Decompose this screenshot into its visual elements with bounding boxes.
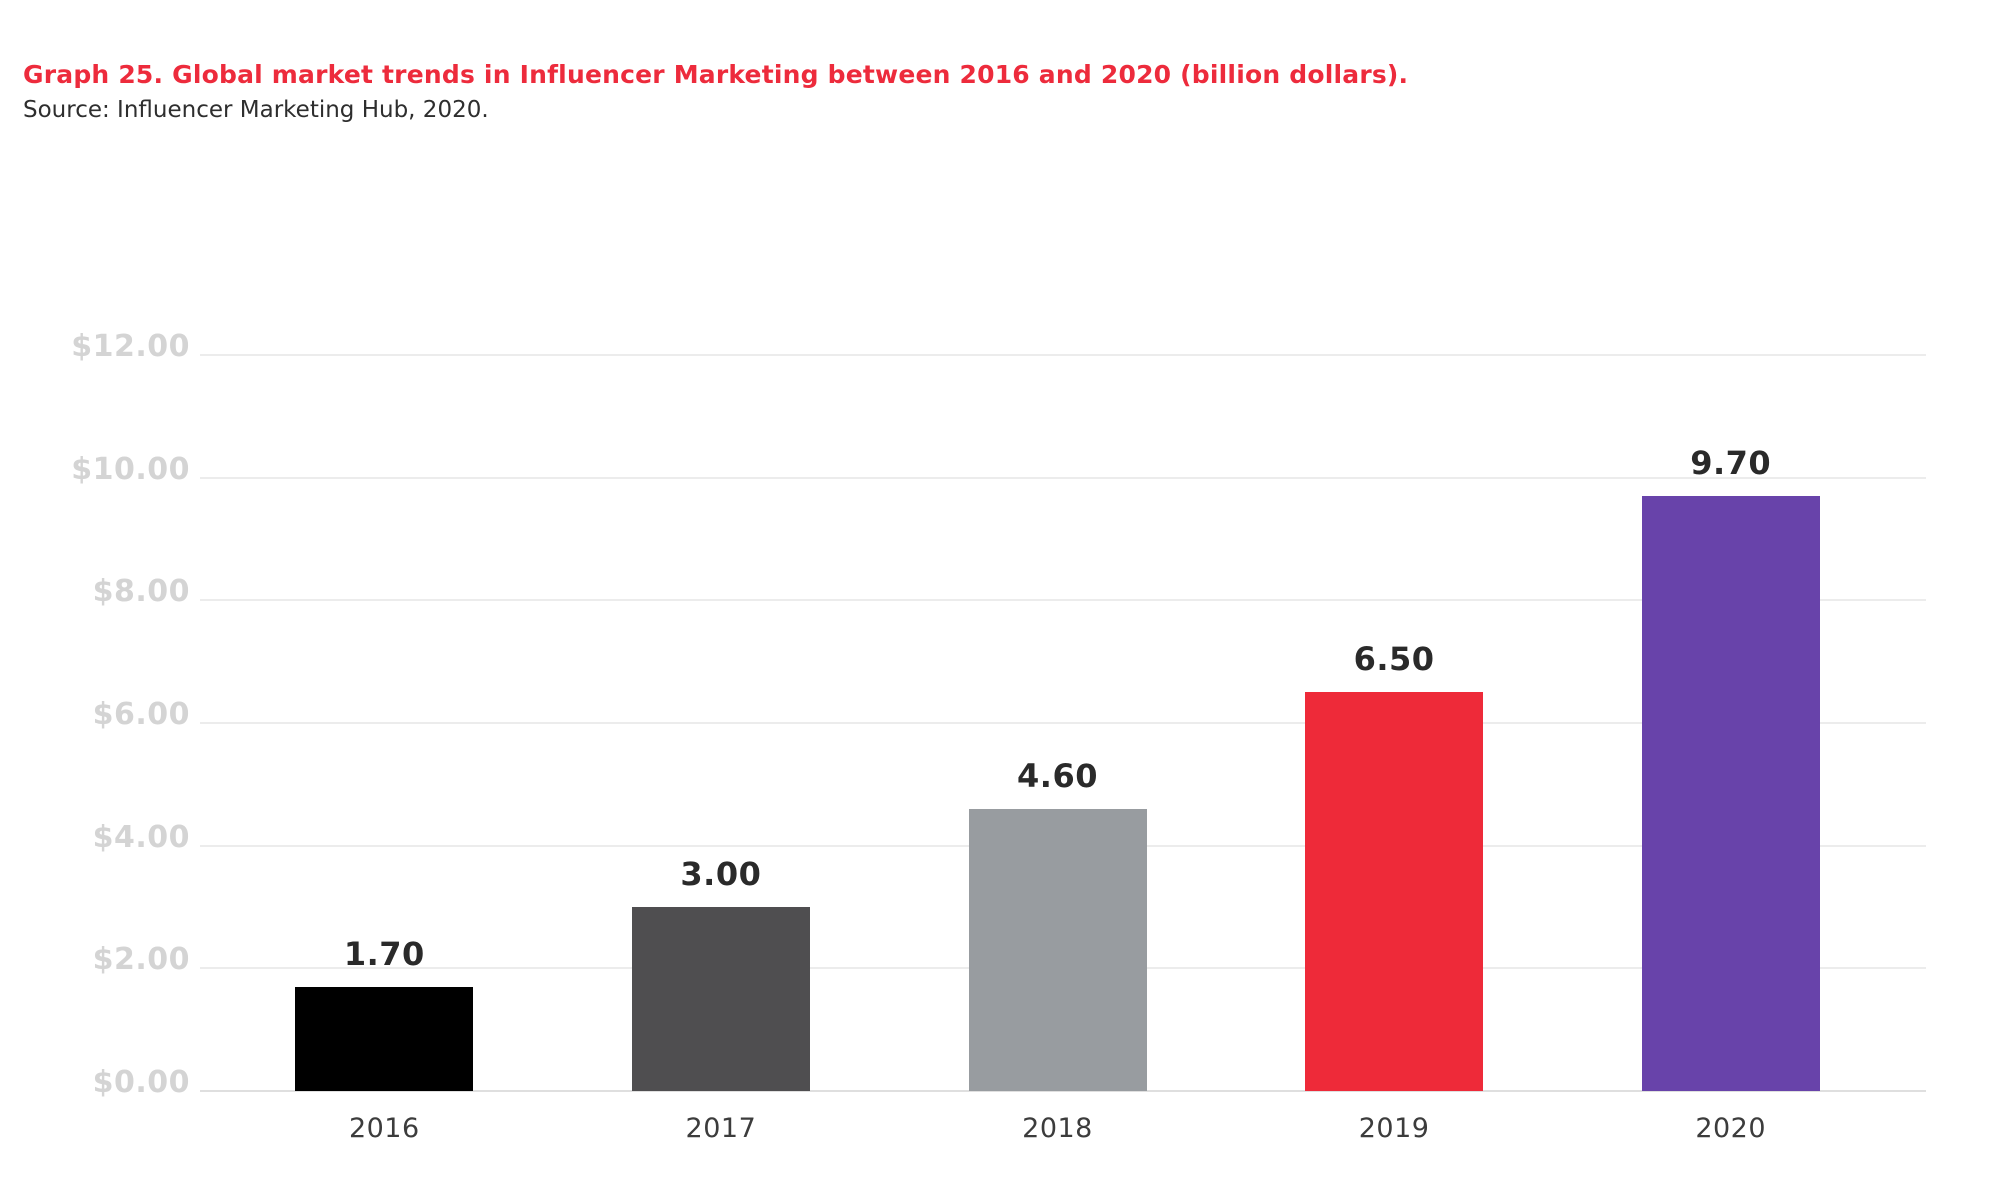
x-tick-label: 2019	[1358, 1113, 1430, 1144]
y-tick-label: $4.00	[92, 819, 190, 855]
gridline	[200, 722, 1926, 724]
y-tick-label: $0.00	[92, 1065, 190, 1100]
bar-value-label: 3.00	[680, 855, 762, 893]
gridline	[200, 599, 1926, 602]
bar-2018	[968, 808, 1147, 1091]
gridline	[200, 476, 1926, 479]
y-tick-label: $6.00	[92, 697, 190, 732]
y-tick-label: $2.00	[92, 942, 190, 978]
figure-title: Graph 25. Global market trends in Influe…	[23, 60, 1409, 89]
bar-2017	[631, 907, 810, 1091]
y-tick-label: $12.00	[71, 329, 190, 364]
x-tick-label: 2018	[1022, 1113, 1093, 1144]
figure-source: Source: Influencer Marketing Hub, 2020.	[23, 97, 489, 123]
bar-2020	[1641, 496, 1820, 1091]
y-tick-label: $8.00	[92, 574, 190, 610]
x-tick-label: 2016	[348, 1113, 420, 1144]
x-tick-label: 2017	[685, 1113, 757, 1144]
bar-2016	[295, 986, 474, 1091]
gridline	[200, 354, 1926, 356]
bar-value-label: 9.70	[1690, 444, 1772, 483]
x-tick-label: 2020	[1695, 1113, 1767, 1144]
bar-value-label: 1.70	[343, 934, 425, 973]
x-axis-baseline	[200, 1090, 1926, 1092]
y-tick-label: $10.00	[71, 451, 190, 487]
bar-value-label: 4.60	[1017, 756, 1098, 795]
bar-2019	[1305, 692, 1484, 1091]
bar-value-label: 6.50	[1353, 640, 1435, 679]
